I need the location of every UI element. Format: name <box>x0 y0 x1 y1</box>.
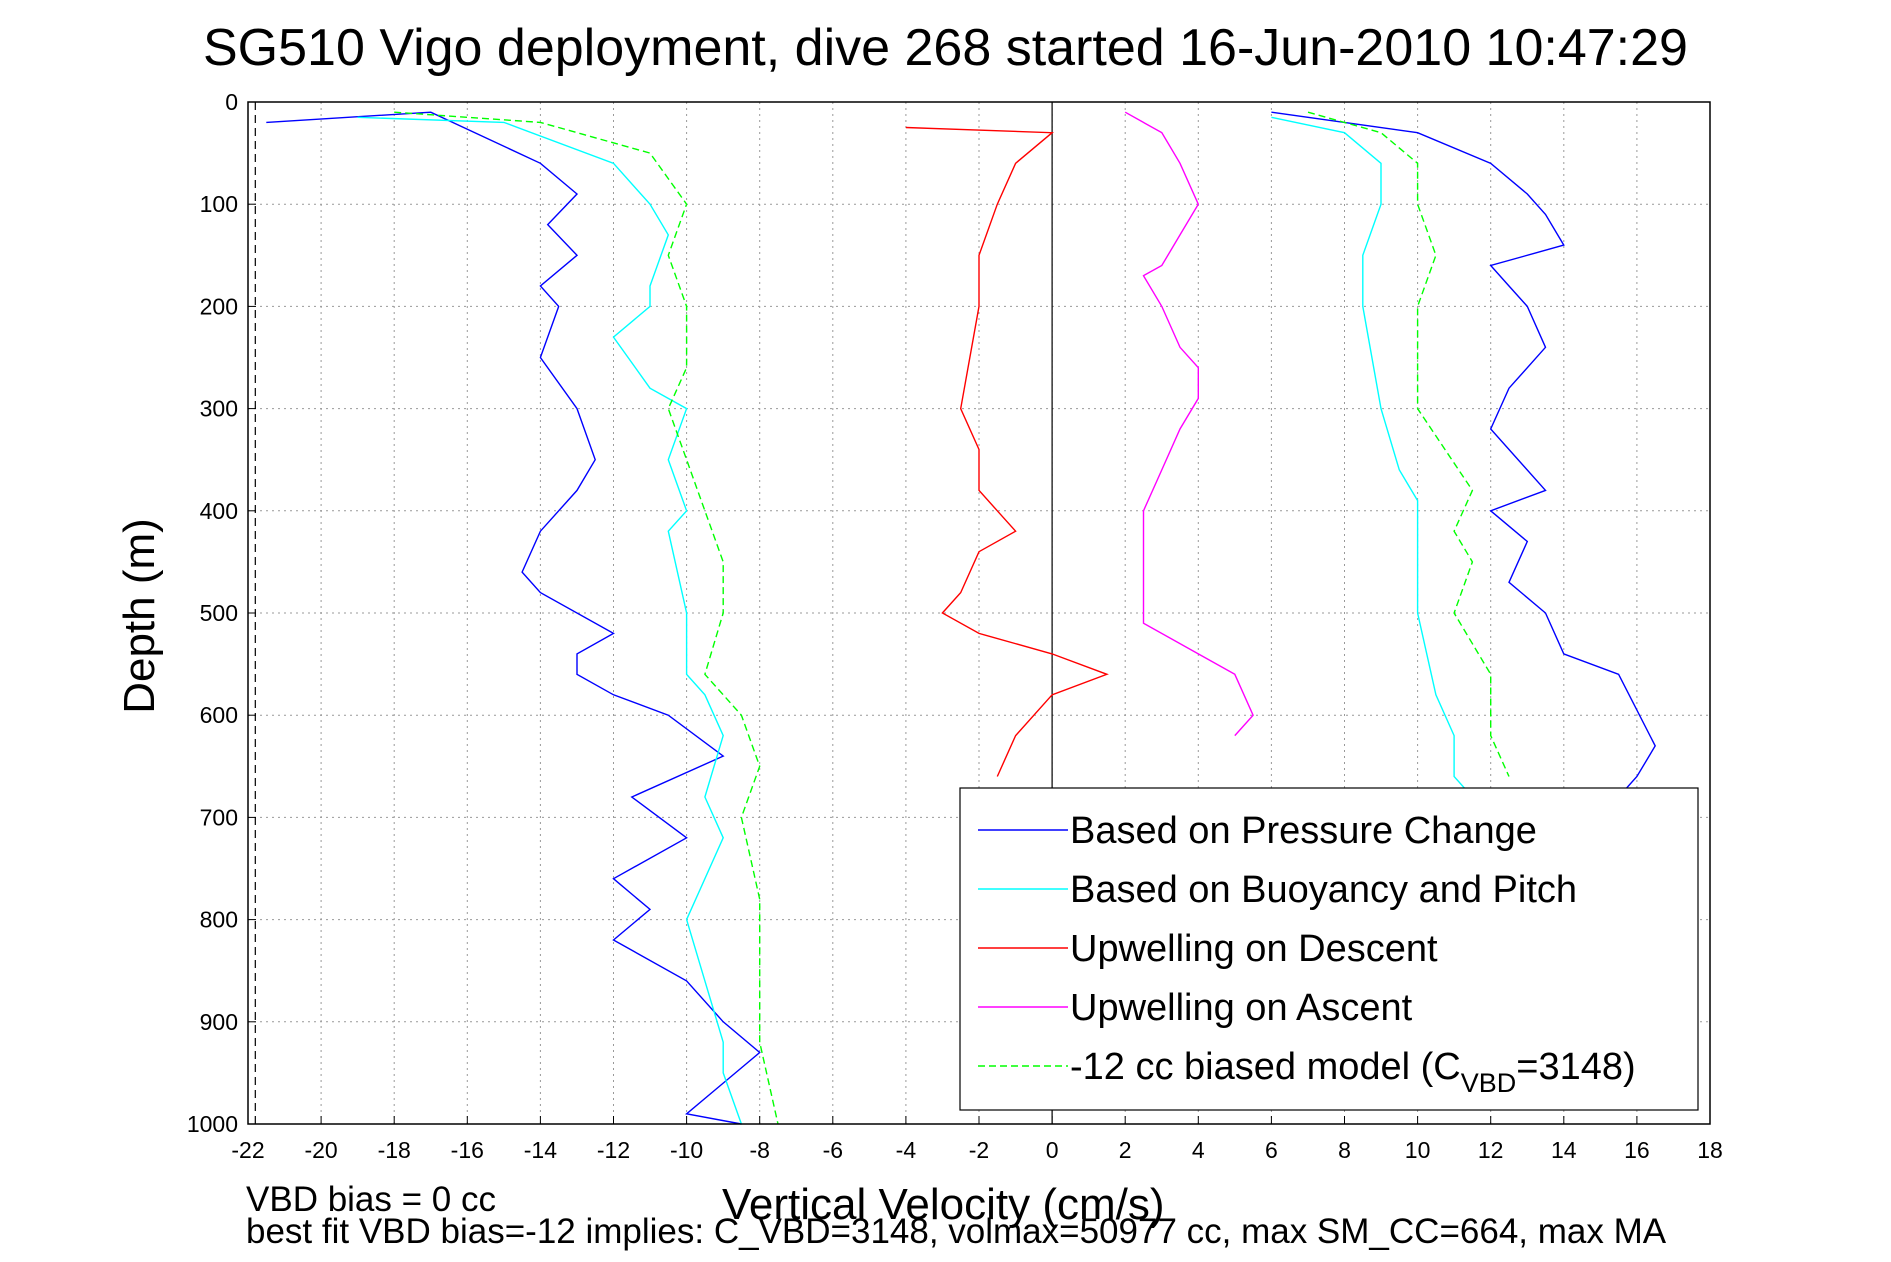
x-tick-label: 6 <box>1265 1137 1278 1163</box>
x-tick-label: 14 <box>1551 1137 1577 1163</box>
y-tick-label: 1000 <box>187 1111 238 1137</box>
y-tick-label: 0 <box>225 89 238 115</box>
y-tick-label: 300 <box>200 396 238 422</box>
x-tick-label: -2 <box>969 1137 989 1163</box>
x-tick-label: 8 <box>1338 1137 1351 1163</box>
y-tick-label: 800 <box>200 907 238 933</box>
x-tick-label: -22 <box>231 1137 264 1163</box>
legend-label: Upwelling on Ascent <box>1070 987 1413 1029</box>
x-tick-label: -4 <box>896 1137 917 1163</box>
x-tick-label: -18 <box>378 1137 411 1163</box>
y-tick-label: 200 <box>200 293 238 319</box>
y-tick-label: 700 <box>200 804 238 830</box>
x-tick-label: 12 <box>1478 1137 1504 1163</box>
y-tick-label: 100 <box>200 191 238 217</box>
series-line-1 <box>1271 111 1656 798</box>
series-line-4 <box>905 126 1109 777</box>
x-tick-label: 16 <box>1624 1137 1650 1163</box>
x-tick-label: 18 <box>1697 1137 1723 1163</box>
x-tick-label: -12 <box>597 1137 630 1163</box>
x-tick-label: 2 <box>1119 1137 1132 1163</box>
series-line-5 <box>1124 111 1254 737</box>
best-fit-note: best fit VBD bias=-12 implies: C_VBD=314… <box>246 1212 1667 1251</box>
x-tick-label: -14 <box>524 1137 557 1163</box>
x-tick-label: 0 <box>1046 1137 1059 1163</box>
y-axis-label: Depth (m) <box>115 518 164 714</box>
series-line-2 <box>357 116 743 1125</box>
series-lines <box>266 111 1656 1125</box>
vbd-bias-note: VBD bias = 0 cc <box>246 1180 496 1219</box>
legend-label: Based on Pressure Change <box>1070 810 1537 852</box>
x-tick-label: 10 <box>1405 1137 1431 1163</box>
x-tick-label: -8 <box>749 1137 769 1163</box>
x-tick-label: 4 <box>1192 1137 1205 1163</box>
legend-label: Based on Buoyancy and Pitch <box>1070 869 1577 911</box>
x-tick-label: -6 <box>823 1137 843 1163</box>
y-tick-label: 900 <box>200 1009 238 1035</box>
x-tick-label: -10 <box>670 1137 703 1163</box>
y-tick-label: 600 <box>200 702 238 728</box>
legend: Based on Pressure Change Based on Buoyanc… <box>959 787 1699 1111</box>
x-axis-label: Vertical Velocity (cm/s) <box>722 1180 1165 1229</box>
legend-label: Upwelling on Descent <box>1070 928 1438 970</box>
tick-marks: -22 -20 -18 -16 -14 -12 -10 -8 -6 -4 -2 0 2 4 6 8 10 12 14… <box>187 89 1723 1163</box>
series-line-0 <box>266 111 761 1125</box>
series-line-6 <box>394 111 779 1125</box>
y-tick-label: 400 <box>200 498 238 524</box>
series-line-7 <box>1307 111 1510 777</box>
chart-title: SG510 Vigo deployment, dive 268 started … <box>203 19 1688 77</box>
legend-label-subscript: VBD <box>1461 1068 1517 1098</box>
y-tick-label: 500 <box>200 600 238 626</box>
legend-box <box>959 787 1699 1111</box>
x-tick-label: -20 <box>304 1137 337 1163</box>
series-line-3 <box>1271 116 1473 798</box>
x-tick-label: -16 <box>451 1137 484 1163</box>
legend-label-tail: =3148) <box>1516 1046 1635 1088</box>
